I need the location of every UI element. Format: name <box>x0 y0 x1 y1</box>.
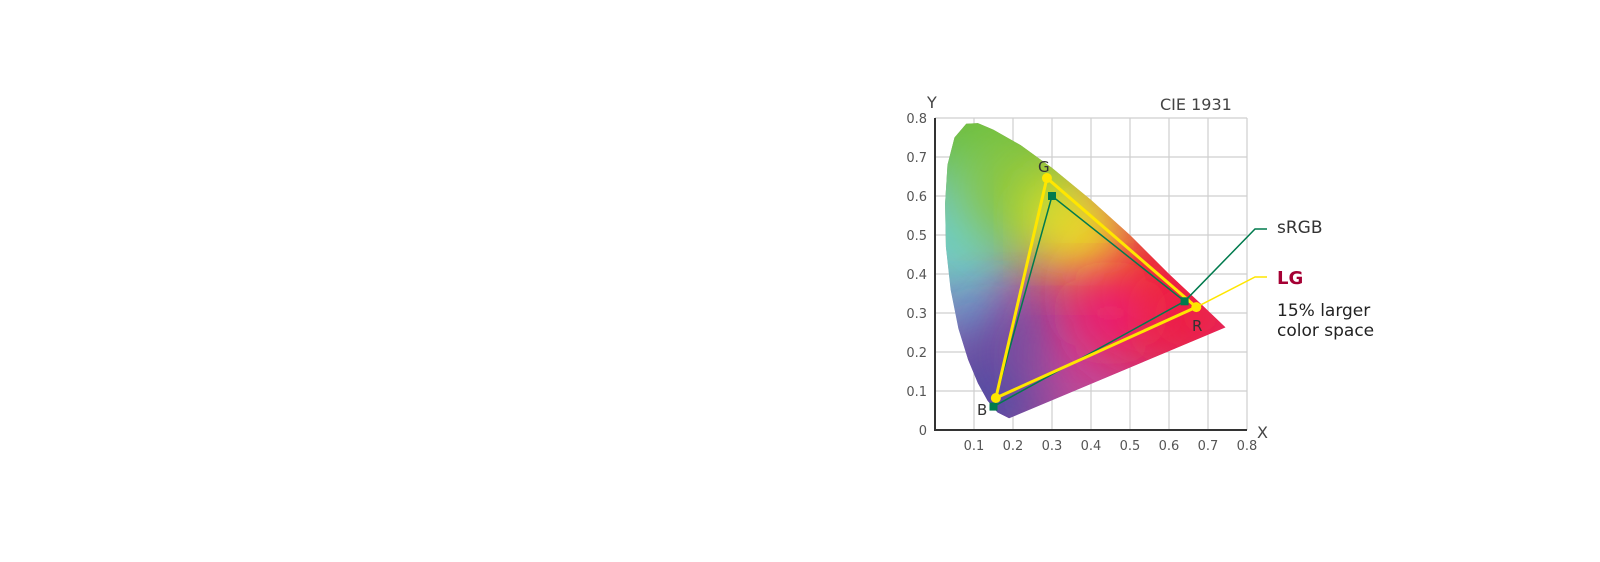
lg-point-b <box>990 393 1001 404</box>
vertex-label-g: G <box>1038 158 1050 176</box>
y-tick-label: 0.3 <box>906 307 927 322</box>
y-tick-label: 0.4 <box>906 268 927 283</box>
vertex-label-b: B <box>977 401 987 419</box>
x-tick-label: 0.5 <box>1120 439 1141 454</box>
color-region <box>1028 180 1099 251</box>
x-axis-label: X <box>1257 423 1268 442</box>
y-tick-label: 0 <box>919 424 927 439</box>
legend-srgb: sRGB <box>1277 218 1323 238</box>
lg-leader-line <box>1195 276 1267 308</box>
y-tick-label: 0.5 <box>906 229 927 244</box>
legend-lg-note-1: 15% larger <box>1277 301 1370 321</box>
x-tick-label: 0.1 <box>964 439 985 454</box>
axes <box>934 118 1247 431</box>
tick-labels: 0.1 0.2 0.3 0.4 0.5 0.6 0.7 0.8 0 0.1 0.2 0.3 0.4 0.5… <box>906 112 1257 454</box>
x-tick-label: 0.3 <box>1042 439 1063 454</box>
x-tick-label: 0.7 <box>1198 439 1219 454</box>
legend-lg-note-2: color space <box>1277 321 1374 341</box>
chart-title: CIE 1931 <box>1160 95 1232 114</box>
color-region <box>1075 278 1146 348</box>
gamut-triangles <box>989 173 1267 411</box>
y-tick-label: 0.7 <box>906 151 927 166</box>
srgb-point-b <box>989 402 998 411</box>
y-tick-label: 0.8 <box>906 112 927 127</box>
legend-lg: LG <box>1277 268 1303 289</box>
y-tick-label: 0.1 <box>906 385 927 400</box>
srgb-leader-line <box>1184 228 1267 302</box>
y-tick-label: 0.6 <box>906 190 927 205</box>
y-tick-label: 0.2 <box>906 346 927 361</box>
srgb-point-g <box>1048 192 1056 200</box>
x-tick-label: 0.8 <box>1237 439 1258 454</box>
x-tick-label: 0.4 <box>1081 439 1102 454</box>
y-axis-label: Y <box>926 93 937 112</box>
x-tick-label: 0.6 <box>1159 439 1180 454</box>
srgb-triangle <box>992 194 1186 409</box>
lg-point-g <box>1041 173 1052 184</box>
x-tick-label: 0.2 <box>1003 439 1024 454</box>
lg-triangle <box>993 175 1200 401</box>
vertex-label-r: R <box>1192 317 1202 335</box>
